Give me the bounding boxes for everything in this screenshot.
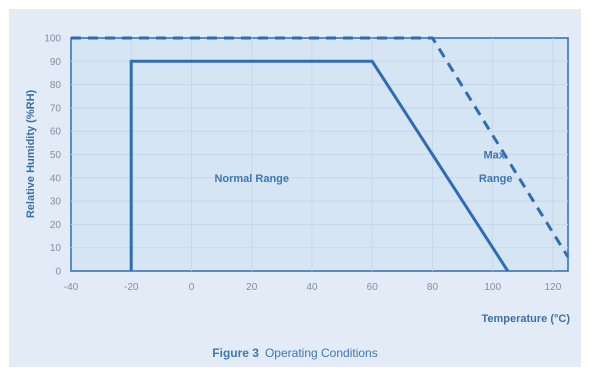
x-tick-label: 0 (189, 282, 195, 293)
x-tick-label: 120 (545, 282, 562, 293)
y-tick-label: 90 (50, 57, 62, 68)
figure: -40 -20 0 20 40 60 80 100 120 0 10 20 30 40 50 60 70 80 9… (9, 9, 581, 367)
x-tick-label: -20 (124, 282, 139, 293)
figure-caption-text: Operating Conditions (264, 346, 378, 360)
series-lines (71, 36, 570, 272)
y-tick-label: 50 (50, 150, 62, 161)
y-tick-label: 40 (50, 173, 62, 184)
y-tick-label: 30 (50, 197, 62, 208)
x-tick-label: 40 (306, 282, 318, 293)
y-axis-ticks: 0 10 20 30 40 50 60 70 80 90 100 (44, 34, 61, 278)
operating-conditions-chart: -40 -20 0 20 40 60 80 100 120 0 10 20 30 40 50 60 70 80 9… (25, 34, 570, 326)
y-tick-label: 10 (50, 243, 62, 254)
x-tick-label: 100 (484, 282, 501, 293)
max-range-line (71, 36, 570, 258)
y-tick-label: 20 (50, 220, 62, 231)
figure-caption: Figure 3 Operating Conditions (9, 346, 581, 360)
y-axis-title: Relative Humidity (%RH) (25, 89, 37, 218)
x-tick-label: -40 (64, 282, 79, 293)
y-tick-label: 80 (50, 80, 62, 91)
x-axis-ticks: -40 -20 0 20 40 60 80 100 120 (64, 282, 562, 293)
x-axis-title: Temperature (°C) (481, 313, 570, 325)
region-label: Range (479, 173, 513, 185)
annotations: Normal Range Max. Range (214, 150, 512, 185)
y-tick-label: 60 (50, 127, 62, 138)
normal-range-line (129, 59, 510, 272)
y-tick-label: 0 (55, 267, 61, 278)
region-label: Max. (483, 150, 507, 162)
y-tick-label: 100 (44, 34, 61, 45)
x-tick-label: 80 (427, 282, 439, 293)
figure-caption-label: Figure 3 (212, 346, 259, 360)
region-label: Normal Range (214, 173, 289, 185)
y-tick-label: 70 (50, 103, 62, 114)
x-tick-label: 60 (367, 282, 379, 293)
x-tick-label: 20 (246, 282, 258, 293)
